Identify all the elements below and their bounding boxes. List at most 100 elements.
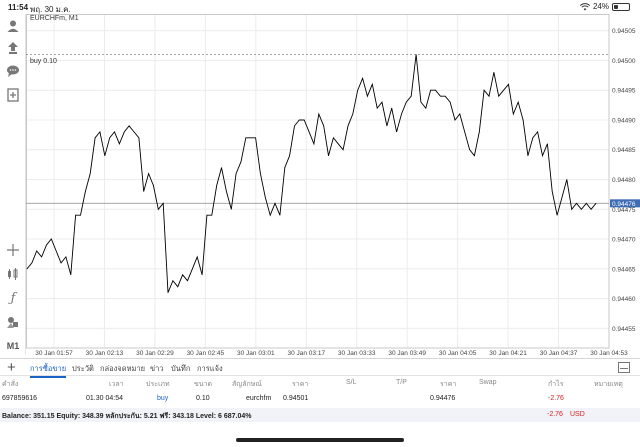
timeframe-button[interactable]: M1: [6, 341, 20, 351]
price-point: [158, 208, 159, 210]
price-point: [284, 167, 286, 168]
add-tab-button[interactable]: +: [7, 359, 16, 376]
objects-icon[interactable]: [4, 313, 22, 331]
price-point: [571, 208, 572, 210]
price-point: [138, 137, 140, 139]
tab-alerts[interactable]: การแจ้ง: [197, 364, 223, 373]
account-icon[interactable]: [4, 17, 22, 35]
price-point: [532, 137, 534, 139]
price-point: [454, 119, 456, 121]
price-point: [367, 95, 368, 97]
price-point: [250, 137, 252, 139]
price-point: [294, 125, 295, 127]
price-point: [357, 89, 359, 91]
indicators-icon[interactable]: [4, 265, 22, 283]
price-point: [323, 125, 324, 127]
price-point: [153, 185, 154, 186]
tab-journal[interactable]: บันทึก: [171, 364, 191, 373]
price-point: [299, 119, 300, 121]
price-point: [391, 107, 393, 109]
function-icon[interactable]: ƒ: [10, 290, 16, 306]
price-axis-label: 0.94505: [612, 28, 636, 35]
crosshair-icon[interactable]: [4, 241, 22, 259]
price-point: [347, 125, 349, 127]
price-point: [333, 137, 334, 139]
new-order-icon[interactable]: [4, 86, 22, 104]
chat-icon[interactable]: [4, 62, 22, 80]
price-point: [498, 95, 500, 97]
trade-icon[interactable]: [4, 39, 22, 57]
price-point: [187, 280, 188, 282]
price-point: [235, 173, 237, 174]
price-point: [182, 274, 183, 276]
price-axis-label: 0.94500: [612, 58, 636, 65]
balance-profit: -2.76: [547, 411, 563, 418]
price-point: [537, 131, 538, 133]
price-chart[interactable]: 0.94505 0.94500 0.94495 0.94490 0.94485 0.944…: [26, 14, 640, 358]
price-point: [376, 107, 378, 109]
price-point: [60, 262, 62, 264]
price-point: [162, 203, 164, 204]
time-axis-label: 30 Jan 04:05: [439, 350, 477, 357]
price-point: [371, 83, 373, 85]
price-point: [342, 149, 344, 151]
price-point: [221, 167, 222, 168]
time-axis-label: 30 Jan 04:53: [590, 350, 628, 357]
price-point: [478, 131, 480, 133]
price-point: [274, 203, 276, 204]
time-axis-label: 30 Jan 01:57: [35, 350, 73, 357]
price-point: [547, 143, 548, 145]
battery-percent: 24%: [592, 2, 609, 11]
price-point: [513, 113, 514, 115]
price-point: [566, 179, 568, 180]
price-point: [94, 137, 96, 139]
price-point: [255, 137, 256, 139]
price-point: [381, 101, 383, 103]
header-sl: S/L: [346, 379, 357, 386]
price-point: [143, 191, 145, 192]
header-price: ราคา: [292, 381, 309, 388]
price-point: [581, 208, 582, 210]
price-point: [561, 197, 563, 198]
price-axis-label: 0.94480: [612, 177, 636, 184]
tab-trade[interactable]: การซื้อขาย: [30, 363, 67, 378]
price-point: [206, 214, 208, 216]
status-bar: 11:54 พฤ. 30 ม.ค. 24%: [0, 0, 640, 14]
time-axis-label: 30 Jan 02:13: [86, 350, 124, 357]
price-point: [406, 101, 407, 103]
layout-icon[interactable]: [618, 362, 630, 373]
price-axis-label: 0.94475: [612, 207, 636, 214]
order-size: 0.10: [196, 395, 210, 402]
left-toolbar: ƒ M1: [0, 14, 26, 354]
price-axis-label: 0.94460: [612, 296, 636, 303]
order-id: 697859616: [2, 395, 38, 402]
price-point: [464, 131, 465, 133]
price-point: [226, 191, 227, 192]
time-axis-label: 30 Jan 04:37: [540, 350, 578, 357]
current-price-value: 0.94476: [612, 201, 636, 208]
tab-news[interactable]: ข่าว: [150, 364, 164, 373]
plot-frame: [26, 14, 610, 349]
price-point: [41, 256, 42, 258]
status-right: 24%: [579, 2, 630, 11]
tab-history[interactable]: ประวัติ: [72, 364, 94, 373]
price-point: [551, 191, 553, 192]
price-point: [70, 274, 72, 276]
price-point: [410, 95, 412, 97]
price-point: [337, 143, 339, 145]
price-point: [230, 208, 232, 210]
tab-mailbox[interactable]: กล่องจดหมาย: [100, 364, 146, 373]
orders-table-header: คำสั่ง เวลา ประเภท ขนาด สัญลักษณ์ ราคา S…: [0, 377, 640, 391]
home-indicator: [236, 438, 404, 442]
balance-currency: USD: [570, 411, 585, 418]
order-current-price: 0.94476: [430, 395, 456, 402]
price-point: [459, 113, 461, 115]
price-point: [55, 250, 57, 252]
price-point: [396, 131, 397, 133]
table-row[interactable]: 697859616 01.30 04:54 buy 0.10 eurchfm 0…: [0, 393, 640, 407]
price-axis-label: 0.94470: [612, 237, 636, 244]
order-symbol: eurchfm: [246, 395, 272, 402]
price-point: [89, 173, 91, 174]
status-time: 11:54: [8, 3, 29, 12]
price-point: [211, 214, 213, 216]
